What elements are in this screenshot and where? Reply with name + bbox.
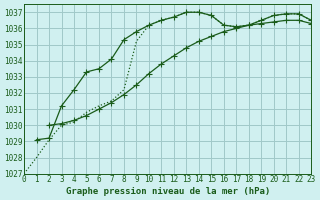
X-axis label: Graphe pression niveau de la mer (hPa): Graphe pression niveau de la mer (hPa) bbox=[66, 187, 270, 196]
